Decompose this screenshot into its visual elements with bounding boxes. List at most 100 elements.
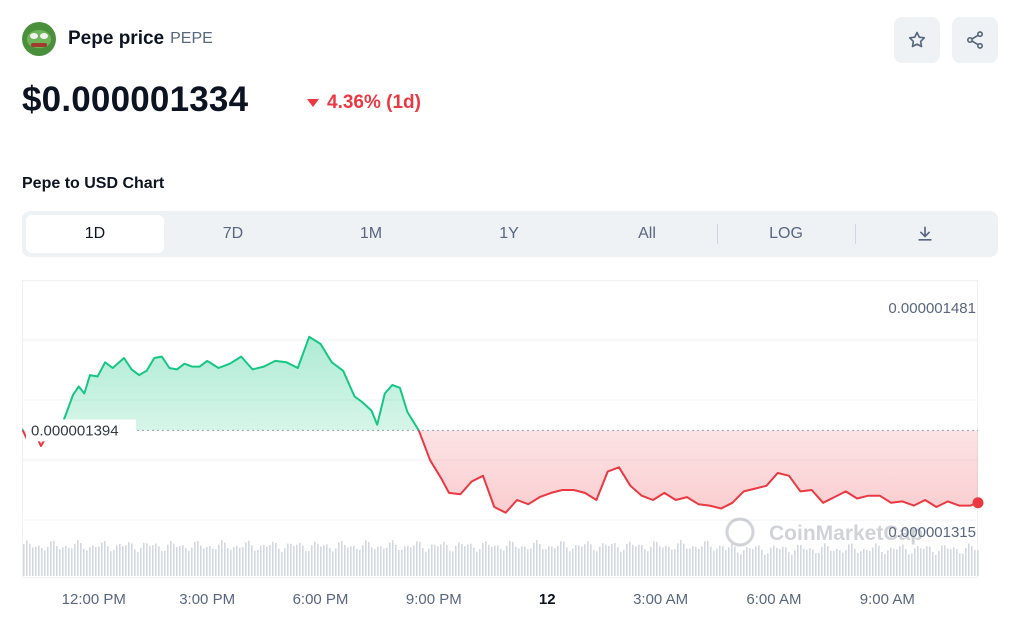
volume-bar bbox=[605, 544, 607, 576]
volume-bar bbox=[332, 551, 334, 576]
volume-bar bbox=[794, 550, 796, 576]
x-axis-label: 9:00 PM bbox=[406, 591, 462, 608]
volume-bar bbox=[953, 547, 955, 576]
download-button[interactable] bbox=[856, 215, 994, 253]
volume-bar bbox=[485, 541, 487, 576]
volume-bar bbox=[776, 547, 778, 576]
volume-bar bbox=[167, 544, 169, 576]
volume-bar bbox=[698, 548, 700, 576]
volume-bar bbox=[737, 552, 739, 576]
volume-bar bbox=[257, 549, 259, 576]
volume-bar bbox=[38, 545, 40, 576]
volume-bar bbox=[974, 550, 976, 576]
volume-bar bbox=[950, 549, 952, 576]
volume-bar bbox=[116, 545, 118, 576]
volume-bar bbox=[701, 546, 703, 576]
area-above-baseline bbox=[22, 336, 978, 431]
volume-bar bbox=[824, 543, 826, 576]
volume-bar bbox=[767, 553, 769, 576]
volume-bar bbox=[689, 548, 691, 576]
price-change-text: 4.36% (1d) bbox=[327, 92, 421, 113]
volume-bar bbox=[674, 549, 676, 576]
volume-bar bbox=[866, 549, 868, 576]
volume-bar bbox=[218, 544, 220, 576]
tab-1d[interactable]: 1D bbox=[26, 215, 164, 253]
volume-bar bbox=[371, 547, 373, 576]
watchlist-star-button[interactable] bbox=[894, 17, 940, 63]
tab-7d[interactable]: 7D bbox=[222, 225, 244, 242]
baseline-label: 0.000001394 bbox=[31, 422, 119, 439]
volume-bar bbox=[614, 542, 616, 576]
volume-bar bbox=[935, 554, 937, 576]
watermark: CoinMarketCap bbox=[725, 517, 923, 547]
price-chart-svg: 0.000001394 CoinMarketCap 0.000001481 0.000… bbox=[22, 280, 984, 608]
volume-bar bbox=[617, 547, 619, 576]
tab-all[interactable]: All bbox=[638, 225, 656, 242]
volume-bar bbox=[818, 552, 820, 576]
volume-bar bbox=[716, 548, 718, 576]
volume-bar bbox=[185, 548, 187, 576]
volume-bar bbox=[788, 552, 790, 576]
volume-bar bbox=[404, 546, 406, 576]
volume-bar bbox=[302, 545, 304, 576]
share-button[interactable] bbox=[952, 17, 998, 63]
volume-bar bbox=[329, 548, 331, 576]
volume-bar bbox=[911, 553, 913, 576]
price-change: 4.36% (1d) bbox=[307, 92, 421, 114]
volume-bar bbox=[800, 544, 802, 576]
download-icon bbox=[918, 226, 932, 241]
volume-bar bbox=[314, 541, 316, 576]
volume-bar bbox=[395, 544, 397, 576]
volume-bar bbox=[80, 542, 82, 576]
volume-bar bbox=[128, 542, 130, 576]
tab-1m[interactable]: 1M bbox=[359, 225, 383, 242]
volume-bar bbox=[254, 550, 256, 576]
volume-bar bbox=[563, 541, 565, 576]
volume-bar bbox=[839, 550, 841, 576]
tab-1y[interactable]: 1Y bbox=[499, 225, 519, 242]
volume-bar bbox=[320, 546, 322, 576]
volume-bar bbox=[278, 548, 280, 576]
volume-bar bbox=[791, 554, 793, 576]
x-axis-label: 6:00 AM bbox=[746, 591, 801, 608]
volume-bar bbox=[230, 549, 232, 576]
volume-bar bbox=[635, 546, 637, 576]
volume-bar bbox=[887, 550, 889, 576]
volume-bar bbox=[875, 543, 877, 576]
volume-bar bbox=[626, 543, 628, 576]
volume-bar bbox=[836, 548, 838, 576]
volume-bar bbox=[860, 551, 862, 576]
volume-bar bbox=[680, 540, 682, 576]
volume-bar bbox=[620, 551, 622, 576]
volume-bar bbox=[191, 547, 193, 576]
volume-bar bbox=[494, 545, 496, 576]
volume-bar bbox=[296, 544, 298, 576]
volume-bar bbox=[299, 542, 301, 576]
area-below-baseline bbox=[22, 430, 978, 513]
volume-bar bbox=[749, 548, 751, 576]
volume-bar bbox=[686, 548, 688, 576]
volume-bar bbox=[56, 546, 58, 576]
volume-bar bbox=[284, 548, 286, 576]
volume-bar bbox=[131, 543, 133, 576]
volume-bar bbox=[119, 544, 121, 576]
volume-bar bbox=[926, 546, 928, 576]
volume-bar bbox=[158, 546, 160, 576]
volume-bar bbox=[209, 546, 211, 576]
tab-log[interactable]: LOG bbox=[769, 225, 803, 242]
volume-bar bbox=[914, 548, 916, 576]
volume-bar bbox=[305, 550, 307, 576]
volume-bar bbox=[23, 543, 25, 576]
volume-bar bbox=[722, 546, 724, 576]
volume-bar bbox=[971, 545, 973, 576]
volume-bar bbox=[173, 543, 175, 576]
volume-bar bbox=[224, 542, 226, 576]
volume-bar bbox=[944, 545, 946, 576]
volume-bar bbox=[815, 553, 817, 576]
volume-bar bbox=[134, 549, 136, 576]
volume-bar bbox=[761, 549, 763, 576]
y-axis-label: 0.000001481 bbox=[888, 300, 976, 317]
tab-divider bbox=[717, 224, 718, 244]
volume-bar bbox=[101, 542, 103, 576]
volume-bar bbox=[719, 545, 721, 576]
